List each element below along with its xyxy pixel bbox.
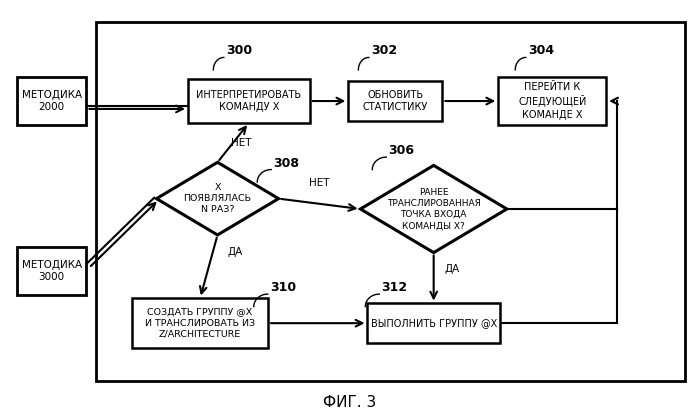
Text: 302: 302 [371, 44, 397, 57]
Text: ДА: ДА [228, 247, 243, 257]
Text: 304: 304 [528, 44, 554, 57]
Text: ПЕРЕЙТИ К
СЛЕДУЮЩЕЙ
КОМАНДЕ X: ПЕРЕЙТИ К СЛЕДУЮЩЕЙ КОМАНДЕ X [518, 82, 587, 120]
FancyBboxPatch shape [132, 298, 268, 348]
Text: МЕТОДИКА
2000: МЕТОДИКА 2000 [22, 90, 82, 112]
Polygon shape [360, 166, 507, 252]
FancyBboxPatch shape [349, 82, 442, 121]
Text: ФИГ. 3: ФИГ. 3 [323, 395, 377, 410]
Text: 308: 308 [273, 157, 300, 170]
Text: ИНТЕРПРЕТИРОВАТЬ
КОМАНДУ X: ИНТЕРПРЕТИРОВАТЬ КОМАНДУ X [196, 90, 302, 112]
Text: 306: 306 [389, 144, 414, 157]
FancyBboxPatch shape [498, 77, 606, 125]
FancyBboxPatch shape [368, 303, 500, 343]
Text: ДА: ДА [444, 264, 459, 274]
Text: ОБНОВИТЬ
СТАТИСТИКУ: ОБНОВИТЬ СТАТИСТИКУ [363, 90, 428, 112]
Text: СОЗДАТЬ ГРУППУ @X
И ТРАНСЛИРОВАТЬ ИЗ
Z/ARCHITECTURE: СОЗДАТЬ ГРУППУ @X И ТРАНСЛИРОВАТЬ ИЗ Z/A… [145, 308, 256, 339]
Text: 312: 312 [382, 281, 407, 294]
Text: ВЫПОЛНИТЬ ГРУППУ @X: ВЫПОЛНИТЬ ГРУППУ @X [370, 318, 497, 328]
Text: 300: 300 [226, 44, 252, 57]
Text: 310: 310 [270, 281, 296, 294]
FancyBboxPatch shape [95, 22, 685, 381]
Text: РАНЕЕ
ТРАНСЛИРОВАННАЯ
ТОЧКА ВХОДА
КОМАНДЫ X?: РАНЕЕ ТРАНСЛИРОВАННАЯ ТОЧКА ВХОДА КОМАНД… [386, 188, 481, 230]
Polygon shape [157, 162, 279, 235]
Text: МЕТОДИКА
3000: МЕТОДИКА 3000 [22, 260, 82, 283]
Text: X
ПОЯВЛЯЛАСЬ
N РАЗ?: X ПОЯВЛЯЛАСЬ N РАЗ? [183, 183, 251, 214]
FancyBboxPatch shape [188, 79, 310, 123]
FancyBboxPatch shape [17, 77, 86, 125]
FancyBboxPatch shape [17, 247, 86, 295]
Text: НЕТ: НЕТ [309, 178, 330, 188]
Text: НЕТ: НЕТ [232, 138, 252, 148]
